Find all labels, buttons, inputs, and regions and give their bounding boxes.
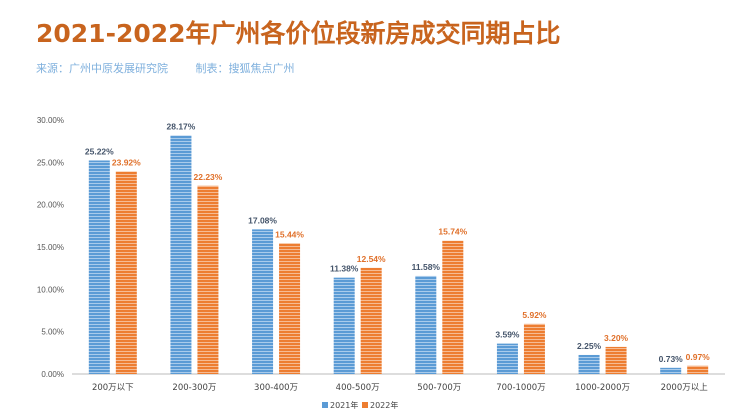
bar-2021 <box>252 229 274 374</box>
bar-2021 <box>578 354 600 374</box>
bar-2021 <box>170 135 192 374</box>
bar-2022 <box>279 243 301 374</box>
data-label: 25.22% <box>85 146 114 156</box>
bar-2022 <box>605 346 627 374</box>
x-tick-label: 400-500万 <box>336 383 380 393</box>
data-label: 17.08% <box>248 215 277 225</box>
x-tick-label: 300-400万 <box>254 383 298 393</box>
bar-2021 <box>496 343 518 374</box>
y-tick-label: 25.00% <box>37 158 64 167</box>
legend-label: 2022年 <box>370 400 398 410</box>
data-label: 15.44% <box>275 229 304 239</box>
bar-2022 <box>442 240 464 374</box>
bar-2022 <box>115 171 137 374</box>
legend-swatch <box>362 402 368 408</box>
bar-2022 <box>197 185 219 374</box>
data-label: 23.92% <box>112 157 141 167</box>
maker-note: 制表：搜狐焦点广州 <box>195 62 295 75</box>
data-label: 3.20% <box>604 333 629 343</box>
data-label: 0.73% <box>659 354 684 364</box>
legend-swatch <box>322 402 328 408</box>
y-tick-label: 30.00% <box>37 116 64 125</box>
bar-2022 <box>523 323 545 374</box>
x-tick-label: 700-1000万 <box>496 383 545 393</box>
bar-2021 <box>660 367 682 374</box>
y-tick-label: 15.00% <box>37 243 64 252</box>
bar-2022 <box>360 267 382 374</box>
x-tick-label: 500-700万 <box>417 383 461 393</box>
data-label: 5.92% <box>522 310 547 320</box>
x-tick-label: 1000-2000万 <box>575 383 630 393</box>
data-label: 28.17% <box>167 121 196 131</box>
data-label: 11.58% <box>412 262 441 272</box>
chart-subtitle: 来源：广州中原发展研究院 制表：搜狐焦点广州 <box>36 60 319 76</box>
source-note: 来源：广州中原发展研究院 <box>36 62 168 75</box>
x-tick-label: 200-300万 <box>172 383 216 393</box>
y-tick-label: 20.00% <box>37 201 64 210</box>
y-tick-label: 5.00% <box>41 328 64 337</box>
bar-2021 <box>88 160 110 374</box>
data-label: 11.38% <box>330 264 359 274</box>
data-label: 0.97% <box>686 352 711 362</box>
chart-title: 2021-2022年广州各价位段新房成交同期占比 <box>36 19 561 48</box>
data-label: 3.59% <box>495 330 520 340</box>
legend-label: 2021年 <box>330 400 358 410</box>
bar-2021 <box>415 275 437 374</box>
data-label: 22.23% <box>194 172 223 182</box>
bar-2022 <box>687 365 709 374</box>
y-tick-label: 0.00% <box>41 370 64 379</box>
data-label: 12.54% <box>357 254 386 264</box>
y-tick-label: 10.00% <box>37 285 64 294</box>
bar-2021 <box>333 277 355 374</box>
x-tick-label: 2000万以上 <box>661 383 709 393</box>
x-tick-label: 200万以下 <box>92 383 134 393</box>
data-label: 2.25% <box>577 341 602 351</box>
data-label: 15.74% <box>438 227 467 237</box>
